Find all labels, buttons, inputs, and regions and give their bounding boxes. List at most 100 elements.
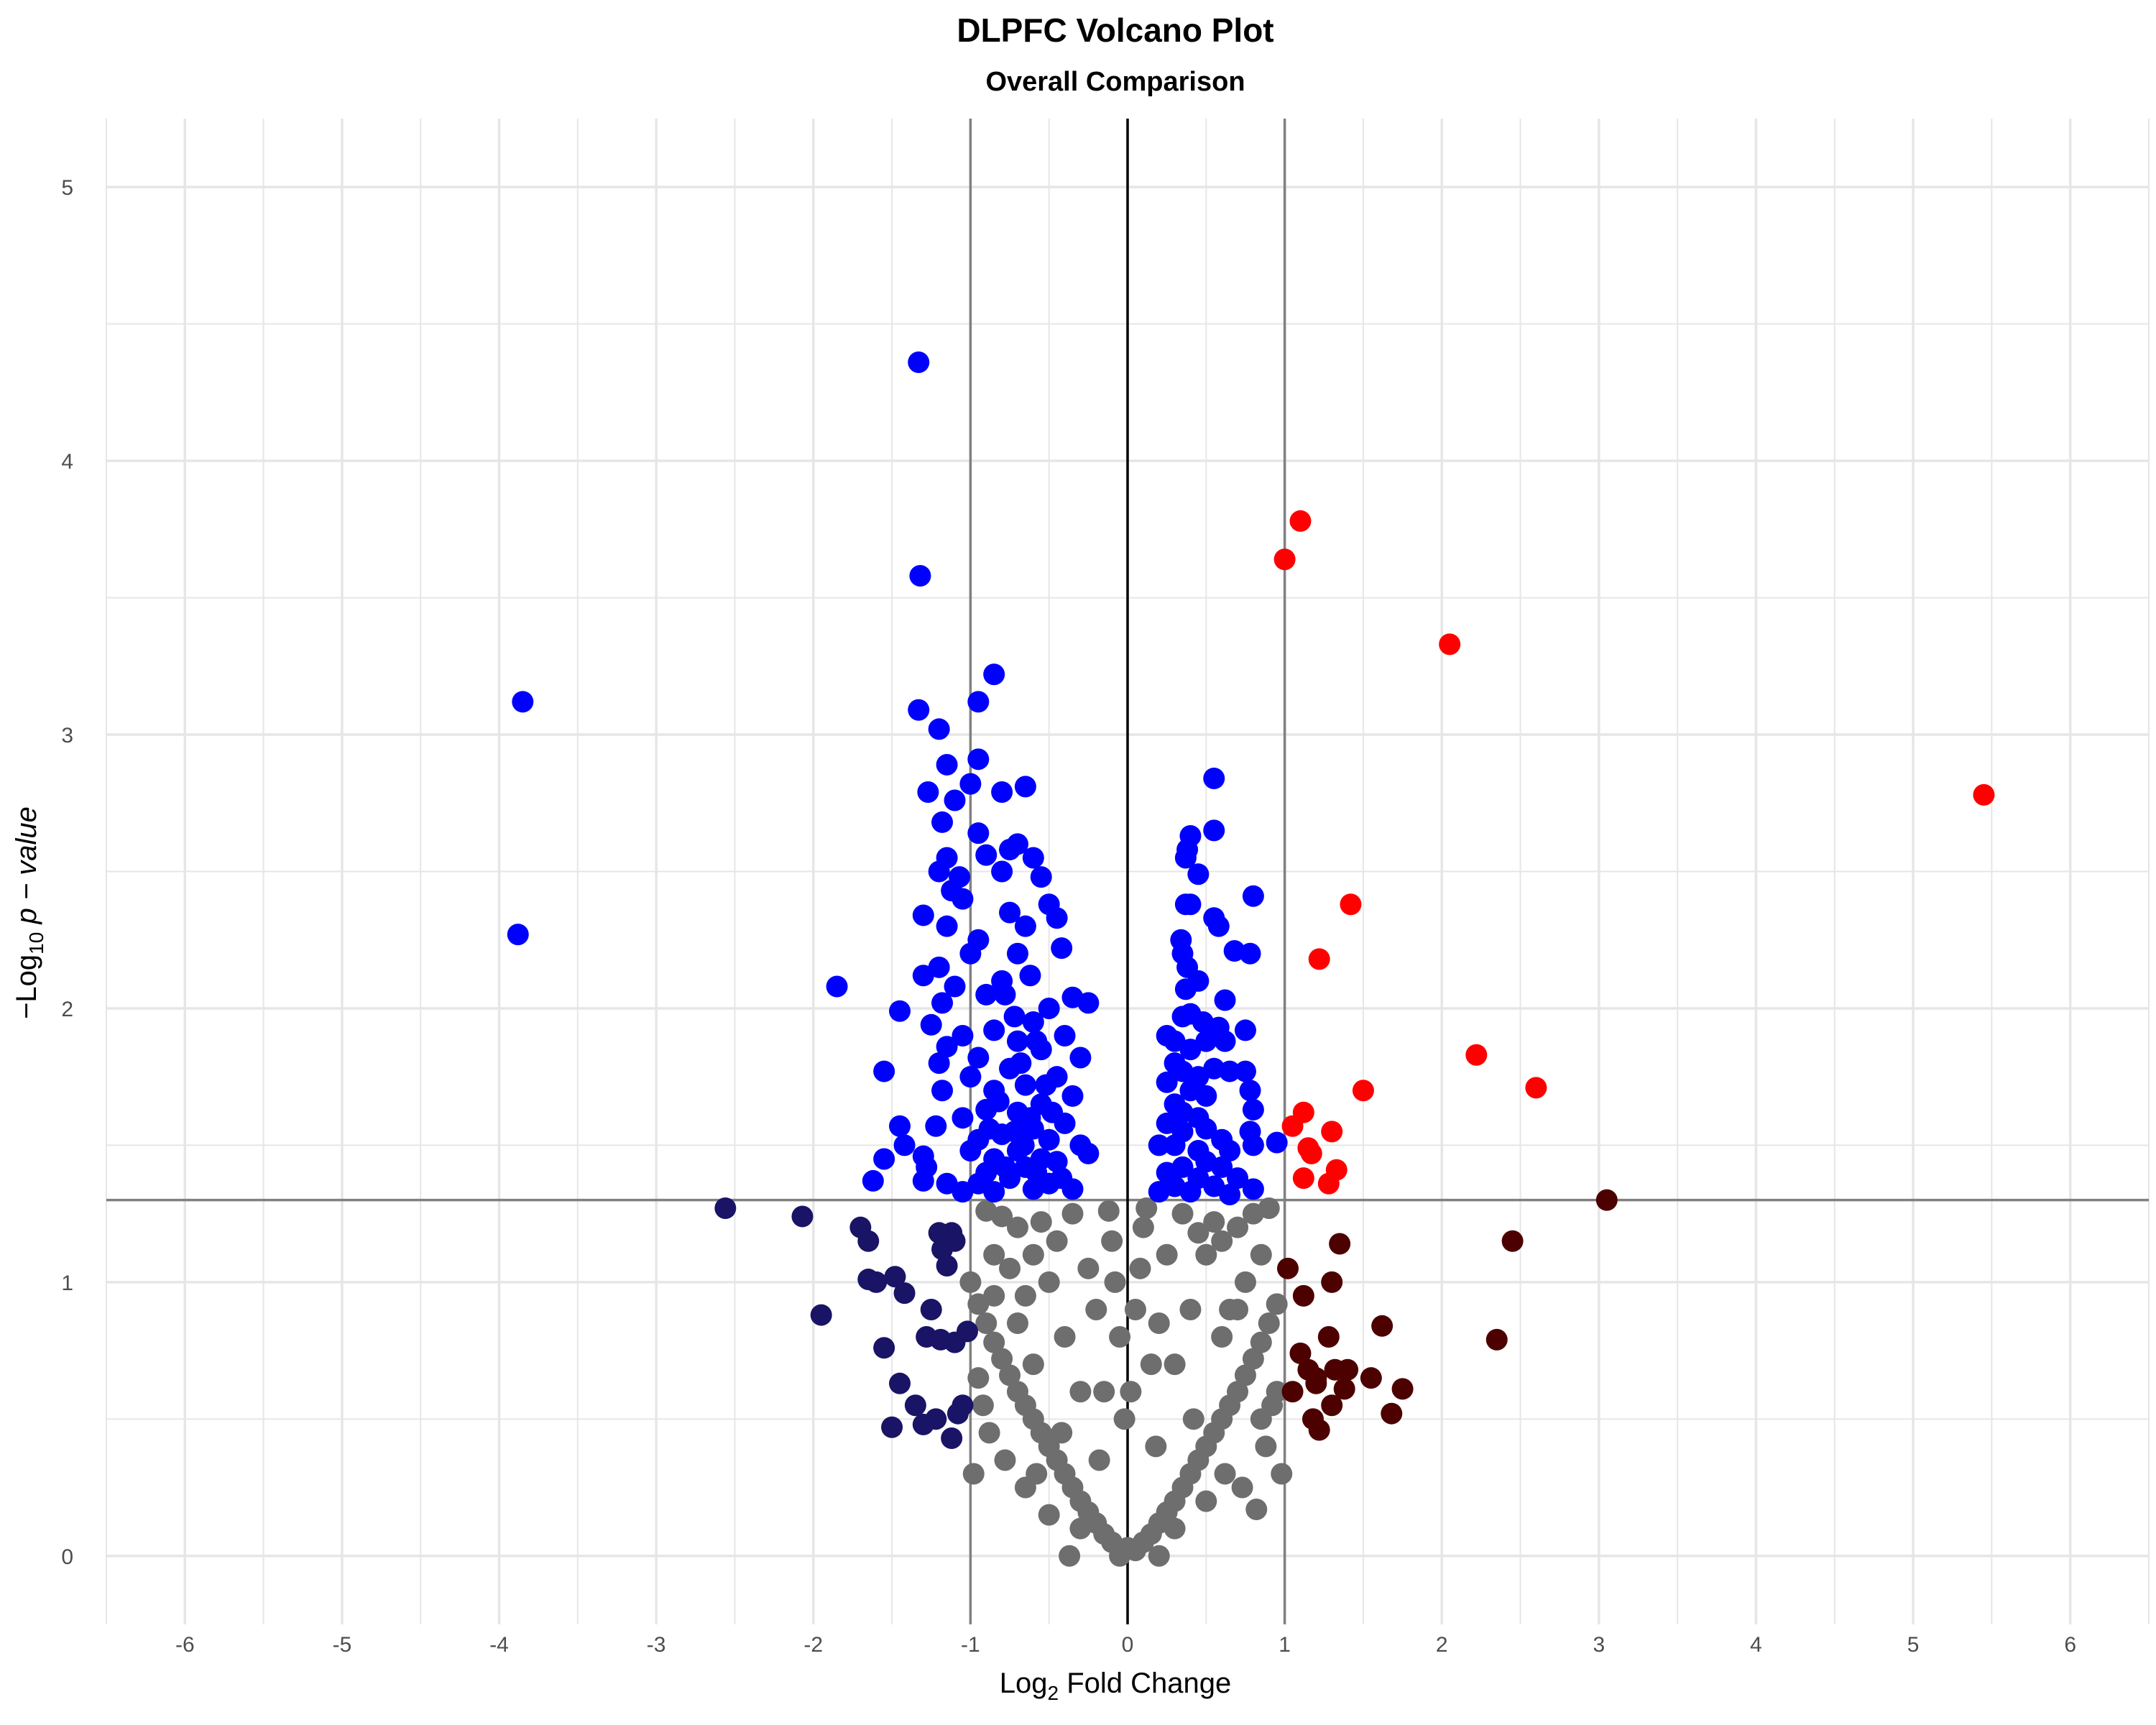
data-point bbox=[873, 1060, 895, 1082]
data-point bbox=[1101, 1230, 1123, 1252]
data-point bbox=[1093, 1381, 1115, 1403]
y-axis-label-p: p bbox=[11, 908, 42, 932]
data-point bbox=[952, 1181, 974, 1203]
data-point bbox=[959, 1066, 982, 1088]
data-point bbox=[999, 1364, 1021, 1386]
data-point bbox=[1214, 989, 1236, 1011]
data-point bbox=[987, 1090, 1010, 1113]
data-point bbox=[983, 663, 1005, 686]
data-point bbox=[1242, 885, 1264, 907]
data-point bbox=[1214, 1463, 1236, 1485]
data-point bbox=[912, 1169, 934, 1192]
data-point bbox=[928, 718, 950, 740]
data-point bbox=[1104, 1271, 1126, 1293]
data-point bbox=[1013, 1134, 1035, 1156]
data-point bbox=[1465, 1044, 1488, 1066]
data-point bbox=[884, 1266, 906, 1288]
data-point bbox=[936, 1255, 958, 1277]
data-point bbox=[920, 1298, 942, 1320]
data-point bbox=[1239, 1080, 1261, 1102]
data-point bbox=[959, 1271, 982, 1293]
x-tick-label: -5 bbox=[333, 1633, 352, 1657]
data-point bbox=[1035, 1074, 1057, 1096]
data-point bbox=[952, 1394, 974, 1417]
data-point bbox=[1046, 907, 1068, 929]
data-point bbox=[931, 1080, 954, 1102]
data-point bbox=[1019, 1107, 1041, 1129]
data-point bbox=[791, 1205, 814, 1228]
data-point bbox=[944, 1230, 966, 1252]
data-point bbox=[967, 748, 990, 770]
data-point bbox=[1006, 1216, 1028, 1238]
data-point bbox=[1371, 1315, 1393, 1337]
data-point bbox=[967, 1046, 990, 1069]
data-point bbox=[931, 811, 954, 833]
data-point bbox=[1333, 1378, 1355, 1400]
data-point bbox=[873, 1337, 895, 1359]
data-point bbox=[975, 1200, 998, 1222]
data-point bbox=[881, 1416, 903, 1438]
data-point bbox=[1360, 1367, 1382, 1389]
data-point bbox=[1266, 1131, 1288, 1154]
data-point bbox=[1300, 1142, 1322, 1164]
data-point bbox=[865, 1271, 888, 1293]
x-tick-label: 3 bbox=[1593, 1633, 1606, 1657]
data-point bbox=[1022, 847, 1044, 869]
data-point bbox=[983, 1181, 1005, 1203]
data-point bbox=[1207, 915, 1230, 937]
data-point bbox=[1006, 1030, 1028, 1052]
data-point bbox=[1250, 1243, 1272, 1266]
x-tick-label: 1 bbox=[1279, 1633, 1291, 1657]
data-point bbox=[1014, 1074, 1036, 1096]
data-point bbox=[1239, 942, 1261, 965]
data-point bbox=[983, 1284, 1005, 1307]
data-point bbox=[928, 860, 950, 883]
data-point bbox=[507, 924, 529, 946]
data-point bbox=[1069, 1046, 1092, 1069]
x-tick-label: -1 bbox=[961, 1633, 980, 1657]
data-point bbox=[1391, 1378, 1414, 1400]
data-point bbox=[889, 1000, 911, 1022]
x-tick-label: -3 bbox=[647, 1633, 666, 1657]
data-point bbox=[714, 1197, 737, 1220]
data-point bbox=[1022, 1011, 1044, 1033]
data-point bbox=[1014, 915, 1036, 937]
data-point bbox=[1135, 1197, 1158, 1220]
data-point bbox=[1317, 1172, 1340, 1195]
data-point bbox=[1245, 1499, 1268, 1521]
data-point bbox=[1485, 1328, 1508, 1351]
data-point bbox=[912, 904, 934, 926]
data-point bbox=[893, 1134, 916, 1156]
data-point bbox=[1059, 1545, 1081, 1567]
data-point bbox=[1266, 1293, 1288, 1315]
data-point bbox=[962, 1463, 985, 1485]
data-point bbox=[1525, 1077, 1547, 1099]
data-point bbox=[1156, 1071, 1178, 1093]
data-point bbox=[1003, 1006, 1026, 1028]
y-tick-label: 0 bbox=[61, 1545, 73, 1569]
data-point bbox=[1140, 1353, 1162, 1376]
data-point bbox=[1227, 1298, 1249, 1320]
data-point bbox=[1317, 1326, 1340, 1348]
data-point bbox=[1271, 1463, 1293, 1485]
data-point bbox=[1046, 1230, 1068, 1252]
data-point bbox=[1179, 1039, 1202, 1061]
data-point bbox=[1292, 1284, 1314, 1307]
data-point bbox=[1113, 1408, 1135, 1430]
chart-title: DLPFC Volcano Plot bbox=[957, 12, 1273, 49]
data-point bbox=[1250, 1408, 1272, 1430]
data-point bbox=[1595, 1189, 1618, 1211]
data-point bbox=[1022, 1353, 1044, 1376]
data-point bbox=[1026, 1463, 1048, 1485]
data-point bbox=[1061, 1202, 1084, 1225]
data-point bbox=[1195, 1085, 1217, 1107]
data-point bbox=[936, 1036, 958, 1058]
data-point bbox=[1187, 863, 1210, 886]
data-point bbox=[1026, 1030, 1048, 1052]
data-point bbox=[1120, 1381, 1142, 1403]
data-point bbox=[1231, 1476, 1253, 1499]
data-point bbox=[1203, 819, 1225, 842]
data-point bbox=[889, 1372, 911, 1394]
x-tick-label: 0 bbox=[1122, 1633, 1134, 1657]
